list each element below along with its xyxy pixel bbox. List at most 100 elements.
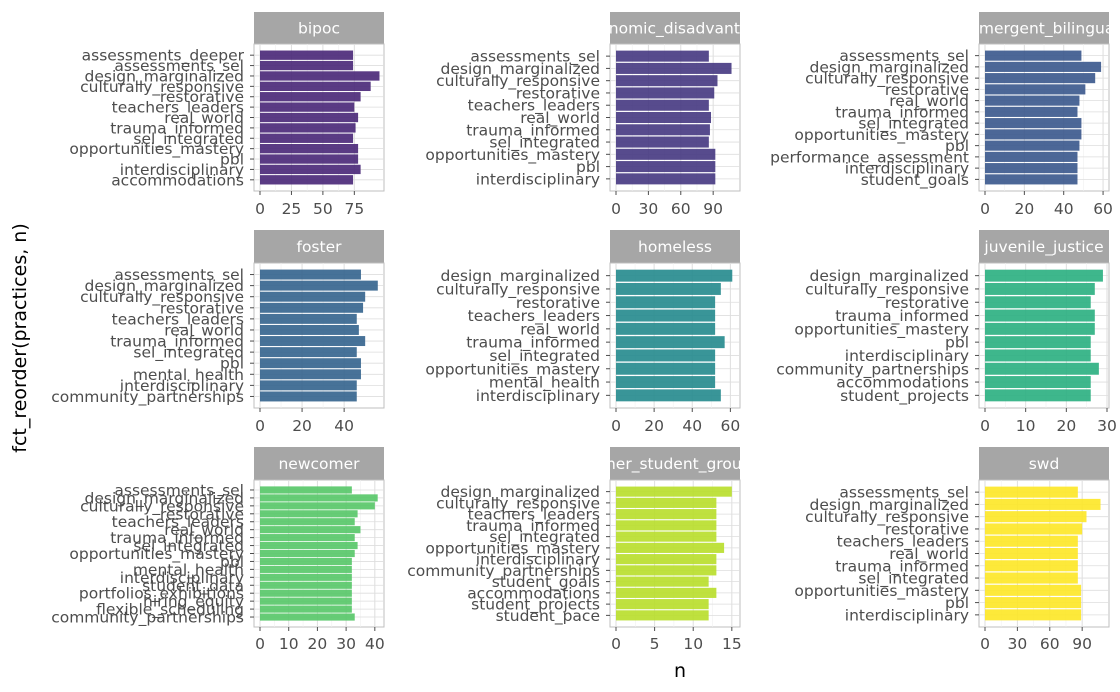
facet-economic_disadvantage: economic_disadvantage 0 30 60 90 assessments_… (425, 12, 741, 218)
bar-interdisciplinary (616, 389, 721, 402)
y-tick-label: community_partnerships (776, 360, 969, 379)
y-tick-label: trauma_informed (110, 119, 244, 138)
bar-opportunities_mastery (616, 148, 716, 160)
bar-real_world (260, 112, 359, 123)
y-tick-label: opportunities_mastery (425, 360, 600, 379)
y-tick-label: culturally_responsive (805, 280, 969, 299)
bar-performance_assessment (985, 151, 1078, 162)
bar-real_world (616, 111, 712, 124)
y-tick-label: teachers_leaders (112, 99, 244, 118)
x-tick-label: 75 (344, 200, 364, 218)
y-tick-label: community_partnerships (51, 609, 244, 628)
y-tick-label: real_world (889, 92, 969, 111)
bar-student_goals (985, 174, 1078, 185)
y-tick-label: mental_health (489, 374, 600, 393)
y-tick-label: interdisciplinary (845, 606, 969, 624)
bar-assessments_sel (260, 60, 354, 71)
y-tick-label: teachers_leaders (468, 506, 600, 525)
bar-pbl (985, 336, 1091, 349)
x-tick-label: 30 (639, 200, 659, 218)
x-tick-label: 60 (721, 417, 741, 435)
bar-trauma_informed (616, 124, 710, 136)
x-tick-label: 60 (671, 200, 691, 218)
y-tick-label: culturally_responsive (436, 280, 600, 299)
bar-culturally_responsive (985, 73, 1096, 84)
bar-sel_integrated (616, 531, 717, 542)
y-tick-label: pbl (945, 334, 969, 352)
bar-trauma_informed (260, 534, 355, 542)
y-tick-label: community_partnerships (407, 562, 600, 581)
bar-flexible_scheduling (260, 605, 352, 613)
facet-strip (610, 12, 740, 44)
bar-teachers_leaders (260, 518, 355, 526)
y-tick-label: opportunities_mastery (425, 146, 600, 165)
y-tick-label: assessments_deeper (82, 47, 245, 66)
y-tick-label: interdisciplinary (476, 170, 600, 188)
y-tick-label: mental_health (133, 561, 244, 580)
bar-teachers_leaders (616, 309, 716, 322)
y-tick-label: sel_integrated (133, 130, 244, 149)
y-tick-label: design_marginalized (85, 67, 244, 86)
bar-community_partnerships (260, 391, 357, 402)
bar-assessments_sel (616, 50, 709, 62)
facet-strip-label: emergent_bilingual (969, 20, 1118, 39)
bar-mental_health (260, 369, 361, 380)
bar-opportunities_mastery (616, 362, 716, 375)
x-tick-label: 60 (1040, 635, 1060, 653)
y-tick-label: design_marginalized (441, 60, 600, 79)
y-tick-label: interdisciplinary (120, 377, 244, 395)
x-tick-label: 0 (255, 200, 265, 218)
bar-sel_integrated (260, 133, 354, 143)
bar-restorative (985, 523, 1083, 535)
bar-restorative (260, 92, 361, 102)
x-tick-label: 10 (1016, 417, 1036, 435)
y-tick-label: student_goals (861, 171, 969, 190)
bar-design_marginalized (260, 280, 378, 291)
x-tick-label: 60 (1093, 200, 1113, 218)
bar-teachers_leaders (260, 102, 355, 112)
facet-strip-label: bipoc (298, 20, 340, 38)
facet-homeless: homeless 0 20 40 60 design_marginalizedcultur… (425, 230, 741, 435)
facet-strip (610, 230, 740, 263)
bar-teachers_leaders (616, 509, 717, 520)
bar-trauma_informed (616, 520, 717, 531)
x-tick-label: 20 (308, 635, 328, 653)
bar-student_pace (616, 610, 709, 621)
bar-opportunities_mastery (616, 542, 725, 553)
bar-culturally_responsive (616, 497, 717, 508)
facet-strip-label: foster (296, 238, 342, 256)
facet-emergent_bilingual: emergent_bilingual 0 20 40 60 assessments_sel… (770, 12, 1118, 218)
y-tick-label: restorative (516, 294, 600, 312)
y-tick-label: trauma_informed (110, 529, 244, 548)
bar-opportunities_mastery (985, 584, 1082, 596)
y-tick-label: sel_integrated (858, 115, 969, 134)
bar-trauma_informed (985, 309, 1095, 322)
bar-culturally_responsive (260, 81, 371, 92)
facet-strip (254, 447, 384, 480)
bar-sel_integrated (985, 572, 1078, 584)
bar-restorative (616, 296, 716, 309)
bar-interdisciplinary (616, 554, 717, 565)
y-tick-label: interdisciplinary (845, 347, 969, 365)
x-axis-title: n (674, 660, 686, 682)
y-tick-label: assessments_sel (470, 48, 600, 67)
y-tick-label: teachers_leaders (112, 310, 244, 329)
y-tick-label: design_marginalized (810, 496, 969, 515)
bar-interdisciplinary (985, 609, 1082, 621)
x-tick-label: 30 (336, 635, 356, 653)
bar-mental_health (260, 565, 352, 573)
y-tick-label: restorative (160, 88, 244, 106)
y-tick-label: restorative (885, 81, 969, 99)
bar-student_data (260, 581, 352, 589)
y-tick-label: real_world (520, 109, 600, 128)
bar-teachers_leaders (616, 99, 709, 111)
bar-real_world (616, 322, 716, 335)
x-tick-label: 10 (683, 635, 703, 653)
y-tick-label: real_world (164, 521, 244, 540)
bar-teachers_leaders (260, 313, 357, 324)
x-tick-label: 20 (1056, 417, 1076, 435)
y-tick-label: assessments_sel (839, 47, 969, 66)
bar-design_marginalized (260, 71, 380, 81)
bar-assessments_sel (260, 269, 361, 280)
y-tick-label: interdisciplinary (120, 569, 244, 587)
